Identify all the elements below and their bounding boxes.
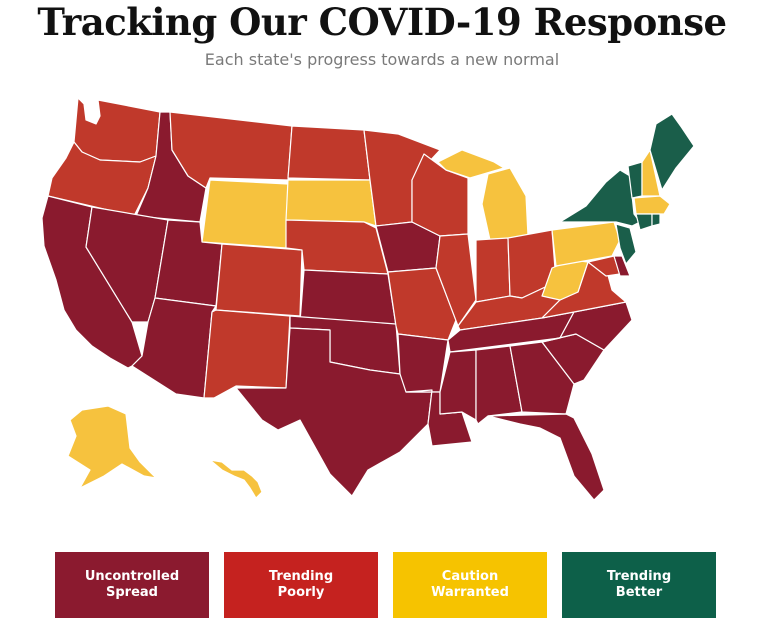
- state-arizona[interactable]: [131, 297, 217, 399]
- state-michigan[interactable]: [481, 167, 529, 241]
- state-arkansas[interactable]: [397, 333, 449, 393]
- state-texas[interactable]: [235, 327, 433, 497]
- state-new-jersey[interactable]: [615, 223, 637, 265]
- state-florida[interactable]: [487, 413, 605, 501]
- legend-trending-better: Trending Better: [562, 552, 716, 618]
- state-north-dakota[interactable]: [287, 125, 371, 181]
- state-alaska[interactable]: [67, 405, 157, 489]
- state-hawaii[interactable]: [209, 459, 263, 499]
- state-south-dakota[interactable]: [285, 179, 377, 227]
- legend-trending-poorly: Trending Poorly: [224, 552, 378, 618]
- state-wisconsin[interactable]: [411, 153, 469, 237]
- state-colorado[interactable]: [215, 243, 303, 317]
- state-indiana[interactable]: [475, 237, 511, 303]
- legend: Uncontrolled Spread Trending Poorly Caut…: [55, 552, 716, 618]
- state-washington[interactable]: [73, 97, 161, 163]
- state-new-mexico[interactable]: [203, 309, 291, 399]
- state-maine[interactable]: [649, 113, 695, 191]
- state-north-carolina[interactable]: [541, 301, 633, 351]
- state-connecticut[interactable]: [635, 213, 653, 231]
- legend-uncontrolled-spread: Uncontrolled Spread: [55, 552, 209, 618]
- state-new-york[interactable]: [559, 169, 641, 227]
- state-massachusetts[interactable]: [633, 195, 671, 215]
- state-montana[interactable]: [169, 111, 293, 189]
- state-michigan-up[interactable]: [437, 149, 505, 179]
- state-georgia[interactable]: [509, 341, 575, 415]
- page-subtitle: Each state's progress towards a new norm…: [204, 50, 560, 69]
- page-title: Tracking Our COVID-19 Response: [37, 0, 727, 44]
- legend-caution-warranted: Caution Warranted: [393, 552, 547, 618]
- state-wyoming[interactable]: [201, 179, 289, 249]
- state-delaware[interactable]: [613, 255, 631, 277]
- state-rhode-island[interactable]: [651, 213, 661, 227]
- state-pennsylvania[interactable]: [551, 221, 621, 267]
